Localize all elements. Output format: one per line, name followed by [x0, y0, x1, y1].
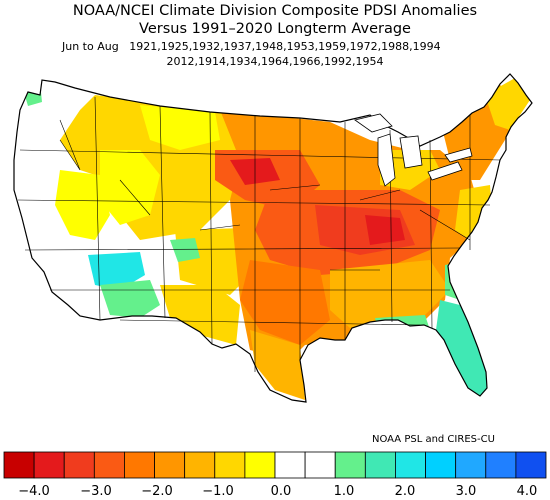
season-label: Jun to Aug: [62, 40, 119, 53]
region-mid-atlantic-yellow: [455, 185, 492, 240]
legend-box-6: [184, 451, 216, 479]
legend-box-16: [485, 451, 517, 479]
division-boundaries: [17, 96, 501, 372]
pdsi-anomaly-map: [13, 73, 533, 403]
legend-box-11: [334, 451, 366, 479]
legend-tick-plus-2: 2.0: [394, 484, 416, 499]
composite-years-line1: 1921,1925,1932,1937,1948,1953,1959,1972,…: [129, 40, 441, 53]
region-florida-wet: [436, 300, 487, 396]
region-southeast-orange: [330, 260, 450, 328]
legend-box-4: [124, 451, 155, 479]
region-southwest-yellow: [55, 170, 110, 240]
region-ohio-valley-core: [365, 215, 405, 245]
legend-tick-minus-1: −1.0: [202, 484, 234, 499]
region-great-lakes-yellow: [380, 150, 440, 190]
legend-box-14: [425, 451, 457, 479]
color-legend: [3, 451, 547, 479]
legend-tick-zero: 0.0: [270, 484, 292, 499]
legend-box-10: [304, 451, 336, 479]
legend-box-8: [244, 451, 276, 479]
legend-tick-minus-3: −3.0: [80, 484, 112, 499]
legend-box-12: [364, 451, 396, 479]
map-subtitle: Versus 1991–2020 Longterm Average: [139, 21, 411, 37]
region-texas-south: [250, 330, 305, 400]
legend-box-13: [395, 451, 426, 479]
legend-box-7: [214, 451, 246, 479]
legend-box-3: [93, 451, 125, 479]
legend-box-15: [455, 451, 487, 479]
map-title: NOAA/NCEI Climate Division Composite PDS…: [72, 3, 478, 19]
region-montana-yellow: [100, 150, 160, 225]
region-utah-wet: [170, 238, 200, 262]
region-southern-plains: [240, 260, 330, 345]
legend-box-17: [515, 451, 547, 479]
legend-box-5: [154, 451, 186, 479]
season-and-years-line1: Jun to Aug 1921,1925,1932,1937,1948,1953…: [62, 40, 441, 53]
legend-box-2: [63, 451, 95, 479]
legend-tick-plus-4: 4.0: [516, 484, 538, 499]
legend-tick-minus-2: −2.0: [141, 484, 173, 499]
region-arizona-south-wet: [100, 280, 160, 318]
legend-tick-minus-4: −4.0: [18, 484, 50, 499]
legend-tick-plus-3: 3.0: [455, 484, 477, 499]
legend-box-1: [33, 451, 65, 479]
region-new-mexico: [160, 285, 240, 345]
legend-box-0: [3, 451, 35, 479]
composite-years-line2: 2012,1914,1934,1964,1966,1992,1954: [166, 55, 384, 68]
legend-box-9: [274, 451, 306, 479]
legend-tick-plus-1: 1.0: [333, 484, 355, 499]
great-lakes: [354, 113, 473, 187]
legend-color-boxes: [3, 451, 547, 479]
region-arizona-wet: [88, 252, 145, 290]
data-credit: NOAA PSL and CIRES-CU: [372, 434, 495, 445]
